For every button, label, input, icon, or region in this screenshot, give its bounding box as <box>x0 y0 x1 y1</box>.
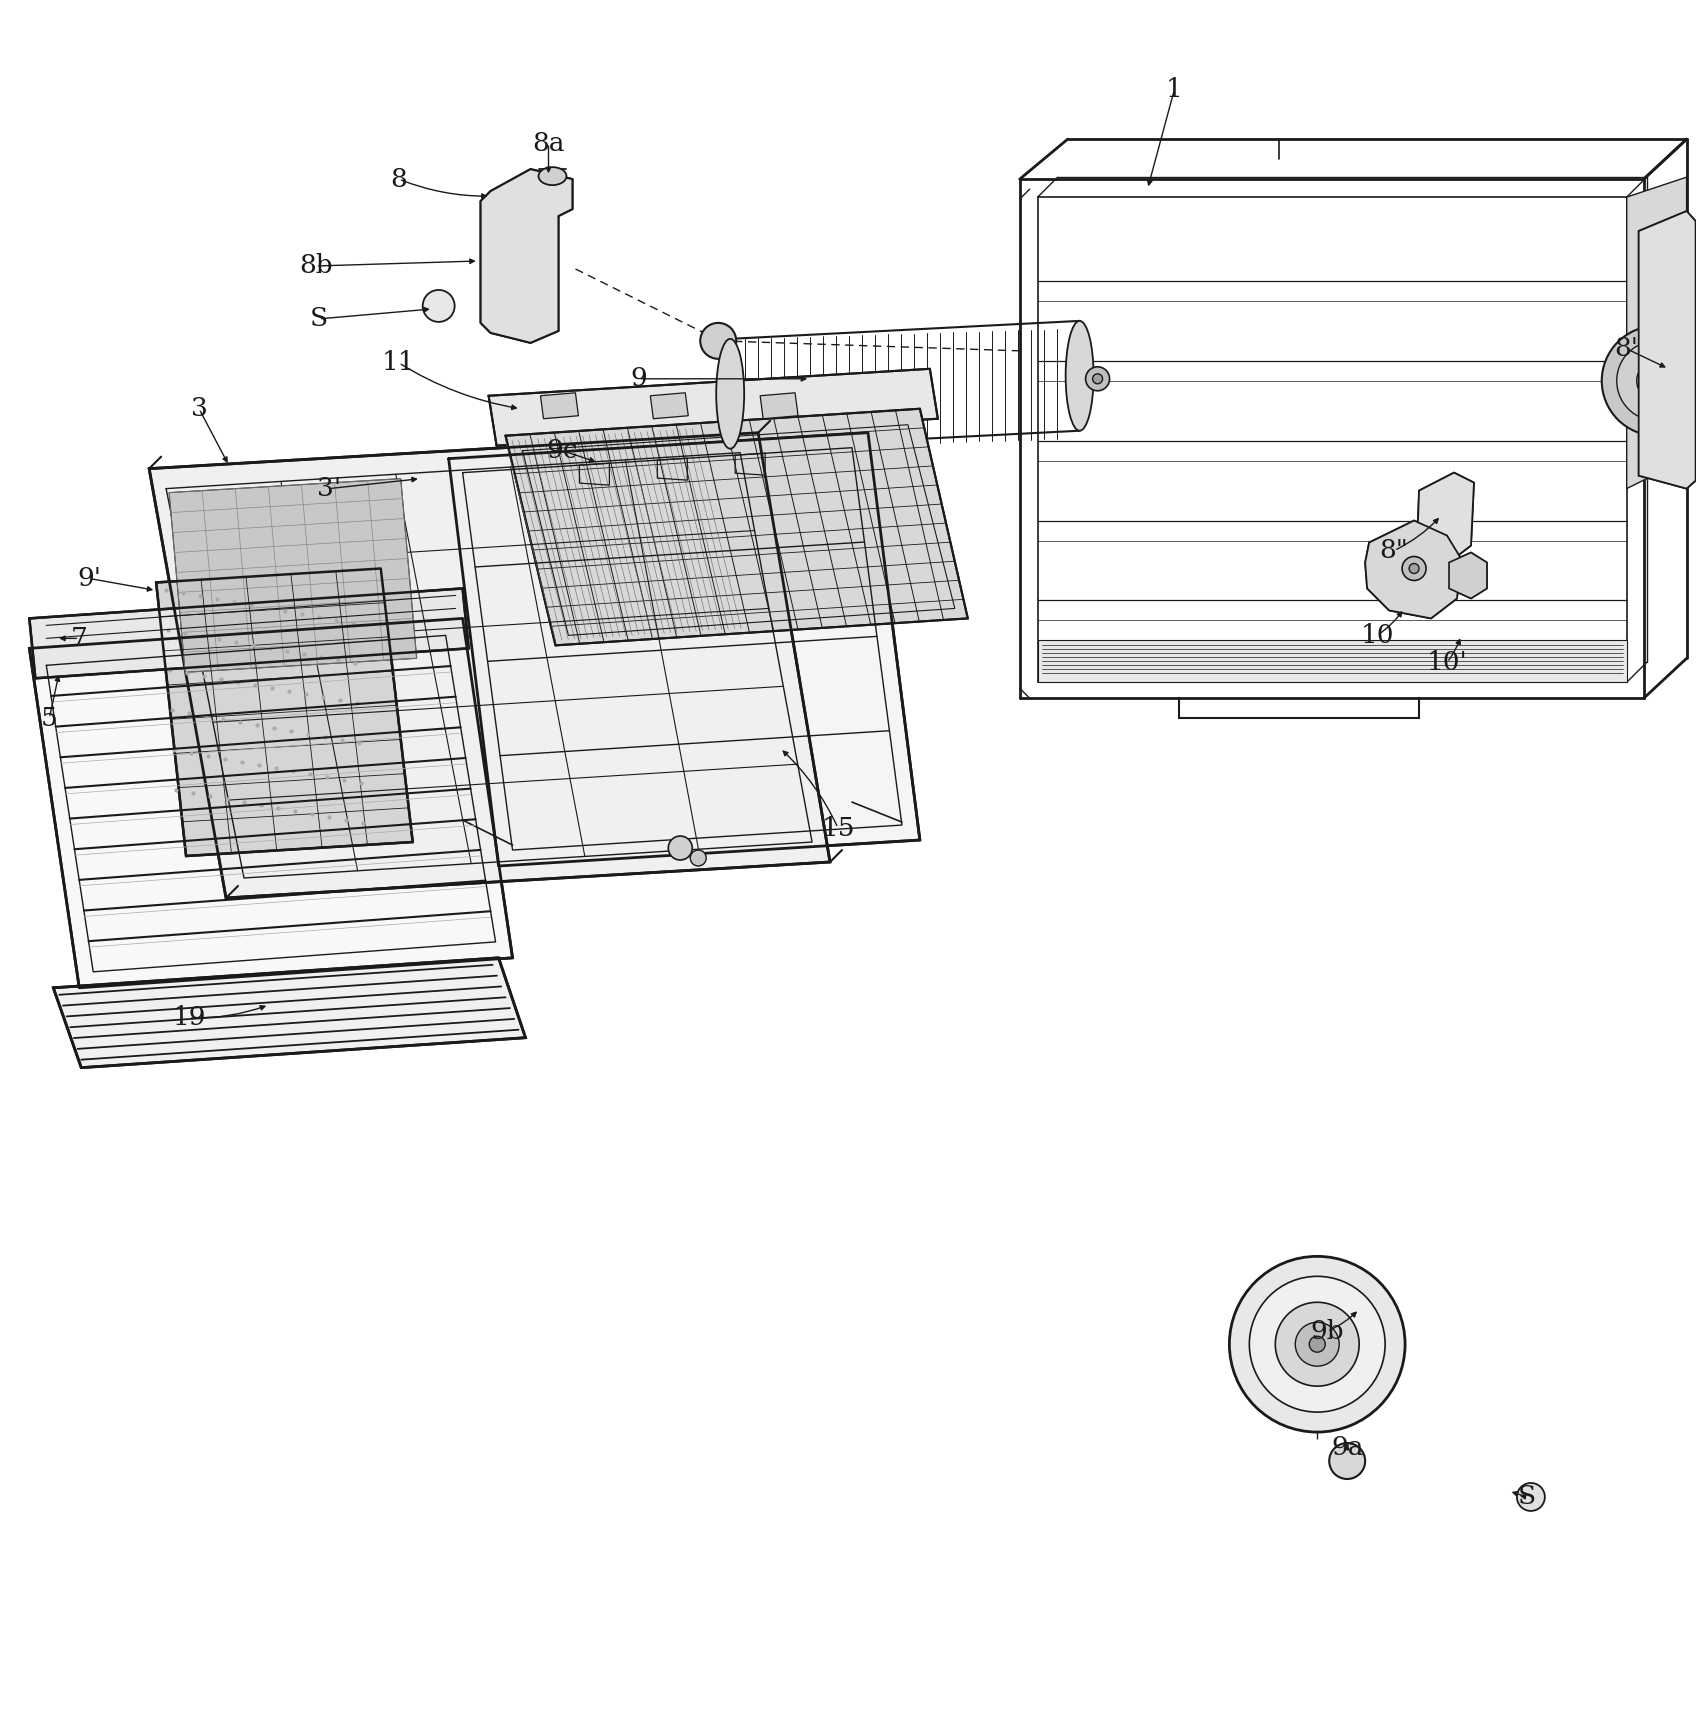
Circle shape <box>1086 367 1110 391</box>
Text: 8': 8' <box>1616 337 1639 361</box>
Text: 9a: 9a <box>1330 1435 1363 1459</box>
Polygon shape <box>541 392 579 418</box>
Circle shape <box>1649 373 1665 389</box>
Circle shape <box>1617 341 1697 420</box>
Circle shape <box>1602 325 1697 436</box>
Polygon shape <box>489 368 938 446</box>
Polygon shape <box>1449 553 1487 598</box>
Polygon shape <box>760 392 798 418</box>
Polygon shape <box>448 432 920 866</box>
Polygon shape <box>1037 640 1627 683</box>
Text: 1: 1 <box>1166 76 1183 102</box>
Text: 8: 8 <box>390 166 407 192</box>
Polygon shape <box>1417 472 1475 558</box>
Circle shape <box>1249 1276 1385 1413</box>
Text: S: S <box>1517 1485 1536 1509</box>
Polygon shape <box>1364 520 1461 619</box>
Circle shape <box>1329 1444 1364 1478</box>
Ellipse shape <box>538 168 567 185</box>
Text: 11: 11 <box>382 351 416 375</box>
Text: 15: 15 <box>821 816 855 840</box>
Text: 3': 3' <box>317 475 341 501</box>
Circle shape <box>1409 564 1419 574</box>
Circle shape <box>669 837 692 859</box>
Polygon shape <box>170 479 417 673</box>
Polygon shape <box>650 392 689 418</box>
Text: 8": 8" <box>1380 538 1409 564</box>
Polygon shape <box>149 432 830 897</box>
Polygon shape <box>29 588 468 678</box>
Circle shape <box>1276 1302 1359 1387</box>
Circle shape <box>1402 557 1425 581</box>
Polygon shape <box>1627 176 1687 489</box>
Ellipse shape <box>1066 322 1093 431</box>
Text: 8b: 8b <box>299 254 333 278</box>
Ellipse shape <box>716 339 745 450</box>
Text: 9c: 9c <box>546 437 579 463</box>
Text: 8a: 8a <box>533 131 565 156</box>
Text: 7: 7 <box>71 626 88 650</box>
Text: 9': 9' <box>78 565 102 591</box>
Text: 19: 19 <box>173 1005 205 1030</box>
Polygon shape <box>156 569 412 856</box>
Circle shape <box>701 323 736 360</box>
Text: 9b: 9b <box>1310 1319 1344 1343</box>
Text: 10: 10 <box>1361 622 1393 648</box>
Polygon shape <box>506 408 967 645</box>
Polygon shape <box>1639 211 1695 489</box>
Text: 9: 9 <box>630 367 647 391</box>
Text: 5: 5 <box>41 705 58 731</box>
Circle shape <box>1295 1323 1339 1366</box>
Text: 10': 10' <box>1427 650 1468 674</box>
Polygon shape <box>53 958 526 1069</box>
Circle shape <box>1093 373 1103 384</box>
Polygon shape <box>480 169 572 342</box>
Circle shape <box>1229 1257 1405 1432</box>
Circle shape <box>423 290 455 322</box>
Text: S: S <box>311 306 328 332</box>
Text: 3: 3 <box>190 396 207 422</box>
Polygon shape <box>29 619 512 987</box>
Circle shape <box>1636 361 1677 401</box>
Circle shape <box>691 851 706 866</box>
Circle shape <box>1310 1337 1325 1352</box>
Circle shape <box>1517 1483 1544 1511</box>
